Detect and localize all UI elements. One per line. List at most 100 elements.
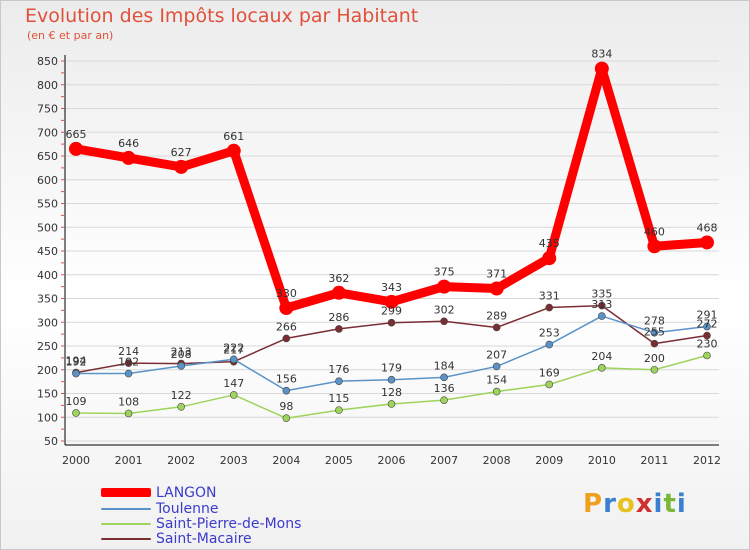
data-point [282, 386, 291, 395]
data-label: 253 [539, 327, 560, 340]
data-point [703, 322, 711, 331]
y-tick-label: 150 [37, 388, 58, 401]
data-label: 435 [539, 237, 560, 250]
x-tick-label: 2002 [167, 454, 195, 467]
data-point [387, 400, 396, 408]
data-point [72, 409, 80, 417]
y-tick-label: 750 [37, 103, 58, 116]
legend-label-toulenne: Toulenne [156, 500, 219, 517]
data-label: 122 [171, 389, 192, 402]
data-point [282, 334, 291, 343]
data-label: 230 [697, 338, 718, 351]
logo-letter: t [663, 489, 677, 519]
data-point [124, 369, 133, 378]
data-label: 278 [644, 315, 665, 328]
data-point [650, 339, 659, 348]
data-label: 302 [434, 303, 455, 316]
legend-item-saint-pierre-de-mons: Saint-Pierre-de-Mons [101, 516, 301, 532]
legend-item-saint-macaire: Saint-Macaire [101, 531, 252, 547]
data-label: 222 [223, 341, 244, 354]
x-tick-label: 2010 [588, 454, 616, 467]
y-tick-label: 350 [37, 293, 58, 306]
legend-item-langon: LANGON [101, 484, 217, 501]
data-label: 362 [328, 272, 349, 285]
data-point [226, 143, 241, 158]
x-tick-label: 2004 [272, 454, 300, 467]
data-point [598, 312, 606, 320]
data-label: 331 [539, 290, 560, 303]
logo-letter: P [583, 489, 604, 519]
data-point [650, 328, 659, 337]
data-point [440, 396, 448, 404]
data-label: 136 [434, 382, 455, 395]
data-point [124, 359, 133, 367]
data-label: 128 [381, 386, 402, 399]
y-tick-label: 550 [37, 198, 58, 211]
x-tick-label: 2008 [483, 454, 511, 467]
data-point [700, 235, 714, 250]
data-point [387, 318, 396, 327]
y-tick-label: 800 [37, 79, 58, 92]
logo-letter: i [653, 489, 664, 519]
data-point [229, 355, 238, 364]
data-point [124, 409, 133, 418]
x-tick-label: 2007 [430, 454, 458, 467]
data-label: 207 [486, 348, 507, 361]
data-label: 214 [118, 345, 139, 358]
data-point [335, 325, 343, 333]
proxiti-logo: Proxiti [583, 489, 687, 519]
legend-item-toulenne: Toulenne [101, 500, 219, 517]
data-label: 291 [697, 309, 718, 322]
x-tick-label: 2001 [115, 454, 143, 467]
y-tick-label: 250 [37, 340, 58, 353]
data-point [545, 303, 554, 312]
y-tick-label: 500 [37, 221, 58, 234]
data-point [174, 159, 189, 174]
data-point [177, 362, 185, 370]
chart-title: Evolution des Impôts locaux par Habitant [25, 5, 419, 27]
data-label: 834 [591, 48, 612, 61]
y-tick-label: 300 [37, 316, 58, 329]
x-tick-label: 2000 [62, 454, 90, 467]
data-label: 179 [381, 362, 402, 375]
data-label: 98 [279, 400, 293, 413]
data-label: 176 [328, 363, 349, 376]
data-point [647, 239, 662, 254]
y-tick-label: 450 [37, 245, 58, 258]
data-label: 266 [276, 320, 297, 333]
x-tick-label: 2011 [640, 454, 668, 467]
data-label: 147 [223, 377, 244, 390]
chart-subtitle: (en € et par an) [27, 29, 114, 42]
y-tick-label: 50 [44, 435, 58, 448]
data-point [229, 391, 238, 399]
y-tick-label: 100 [37, 411, 58, 424]
legend-swatch-saint-pierre-de-mons [101, 522, 151, 525]
data-point [177, 402, 185, 411]
legend-swatch-toulenne [101, 507, 151, 510]
data-label: 217 [223, 344, 244, 357]
data-label: 213 [171, 346, 192, 359]
data-point [703, 331, 711, 340]
data-point [384, 294, 399, 309]
data-label: 375 [434, 266, 455, 279]
data-label: 468 [697, 221, 718, 234]
data-label: 460 [644, 225, 665, 238]
data-label: 646 [118, 137, 139, 150]
legend-swatch-saint-macaire [101, 537, 151, 540]
data-point [545, 380, 554, 389]
data-point [279, 301, 294, 315]
legend-label-langon: LANGON [156, 484, 217, 501]
data-label: 192 [118, 356, 139, 369]
data-label: 272 [697, 318, 718, 331]
series-line-LANGON [71, 64, 712, 313]
data-point [492, 362, 501, 371]
data-label: 286 [328, 311, 349, 324]
data-point [703, 351, 711, 360]
data-point [598, 301, 606, 310]
data-point [387, 375, 396, 384]
data-label: 115 [328, 392, 349, 405]
logo-letter: x [635, 489, 654, 519]
data-label: 299 [381, 305, 402, 318]
